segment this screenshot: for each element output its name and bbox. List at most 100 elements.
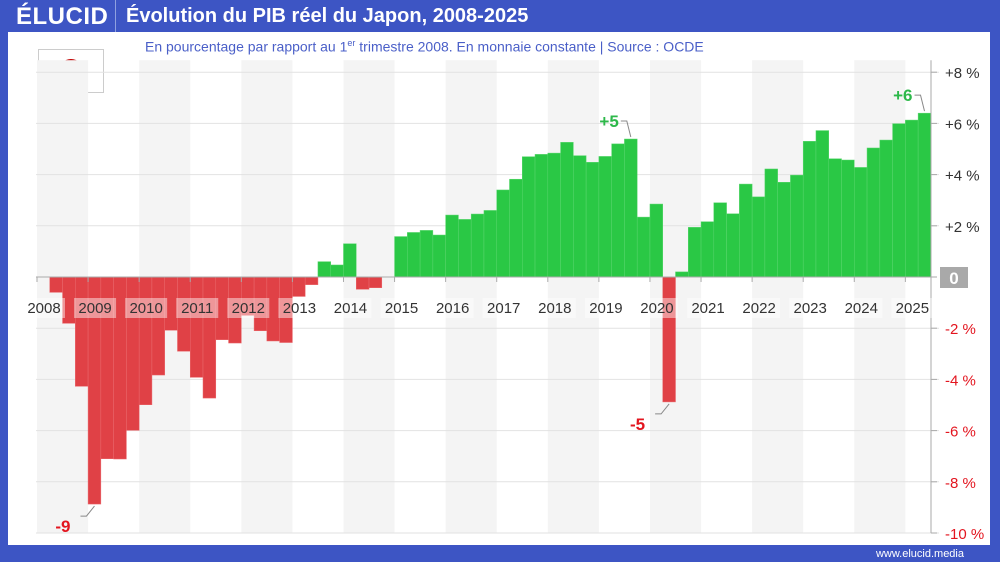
y-tick-label: +8 % (945, 65, 980, 82)
bar (407, 232, 421, 278)
x-label-background (840, 298, 883, 318)
bar (879, 139, 893, 278)
annotation-label: +6 (893, 86, 912, 105)
bar (649, 203, 663, 278)
bar (764, 168, 778, 278)
bar (598, 156, 612, 278)
x-label-background (227, 298, 270, 318)
annotation-leader (655, 403, 670, 415)
x-tick-label: 2011 (181, 300, 213, 317)
x-label-background (329, 298, 372, 318)
x-tick-label: 2012 (232, 300, 265, 317)
bar (547, 152, 561, 278)
x-label-background (738, 298, 781, 318)
bar (394, 236, 408, 278)
x-label-background (23, 298, 65, 318)
year-stripe (752, 60, 804, 533)
x-label-background (74, 298, 117, 318)
bar (700, 221, 715, 278)
bar (802, 141, 817, 278)
header-divider (115, 0, 116, 32)
bar (751, 196, 766, 278)
bar (432, 234, 446, 278)
elucid-logo: ÉLUCID (16, 3, 109, 30)
subtitle-text: En pourcentage par rapport au 1 (145, 38, 348, 55)
y-tick-label: +6 % (945, 116, 980, 133)
bar (292, 276, 306, 297)
bar (304, 276, 319, 285)
x-label-background (533, 298, 576, 318)
y-tick-label: +4 % (945, 168, 980, 185)
zero-label-box (940, 267, 968, 288)
bar (777, 182, 791, 278)
x-tick-label: 2017 (487, 300, 520, 317)
bar (624, 138, 638, 278)
bar (662, 276, 676, 403)
bar (726, 213, 740, 278)
bar (189, 276, 204, 378)
bar (905, 119, 919, 278)
x-label-background (789, 298, 832, 318)
bar (560, 142, 574, 278)
y-tick-label: -8 % (945, 475, 976, 492)
x-label-background (891, 298, 934, 318)
bar (317, 261, 331, 278)
y-tick-label: -4 % (945, 372, 976, 389)
subtitle-source: trimestre 2008. En monnaie constante | S… (355, 38, 704, 55)
annotation-label: -5 (630, 415, 645, 434)
year-stripe (343, 60, 395, 533)
y-tick-label: 0 (949, 269, 958, 288)
year-stripe (547, 60, 599, 533)
year-stripe (445, 60, 497, 533)
x-label-background (482, 298, 525, 318)
x-tick-label: 2013 (283, 300, 316, 317)
x-label-background (635, 298, 678, 318)
chart-subtitle: En pourcentage par rapport au 1er trimes… (145, 38, 704, 55)
x-label-background (125, 298, 168, 318)
bar (675, 271, 689, 278)
x-label-background (584, 298, 627, 318)
x-label-background (431, 298, 474, 318)
bar (636, 216, 651, 278)
x-tick-label: 2020 (640, 300, 673, 317)
bar (138, 276, 153, 405)
bar (573, 155, 587, 278)
bar (841, 159, 855, 278)
y-tick-label: -6 % (945, 424, 976, 441)
x-tick-label: 2008 (27, 300, 60, 317)
x-tick-label: 2023 (794, 300, 827, 317)
x-tick-label: 2009 (78, 300, 111, 317)
x-tick-label: 2018 (538, 300, 571, 317)
x-tick-label: 2015 (385, 300, 418, 317)
chart-title: Évolution du PIB réel du Japon, 2008-202… (126, 5, 529, 27)
annotation-leader (620, 120, 632, 138)
bar (917, 112, 932, 278)
bar (49, 276, 63, 293)
x-tick-label: 2022 (742, 300, 775, 317)
x-tick-label: 2019 (589, 300, 622, 317)
bar (202, 276, 217, 399)
bar (343, 243, 357, 278)
annotation-label: -9 (55, 517, 70, 536)
bar (356, 276, 370, 290)
x-tick-label: 2014 (334, 300, 367, 317)
bar (585, 162, 600, 278)
x-tick-label: 2021 (691, 300, 724, 317)
x-label-background (176, 298, 219, 318)
bar (688, 227, 702, 278)
x-tick-label: 2010 (129, 300, 162, 317)
bar (790, 174, 804, 278)
bar (75, 276, 89, 387)
x-tick-label: 2016 (436, 300, 469, 317)
bar (534, 154, 549, 278)
bar (828, 158, 842, 278)
bar (419, 230, 434, 278)
annotation-leader (80, 505, 95, 517)
annotation-leader (914, 94, 926, 112)
x-tick-label: 2025 (896, 300, 929, 317)
footer-url[interactable]: www.elucid.media (875, 548, 964, 560)
bar (815, 130, 829, 278)
header: ÉLUCID Évolution du PIB réel du Japon, 2… (0, 0, 1000, 32)
bar (713, 202, 727, 278)
